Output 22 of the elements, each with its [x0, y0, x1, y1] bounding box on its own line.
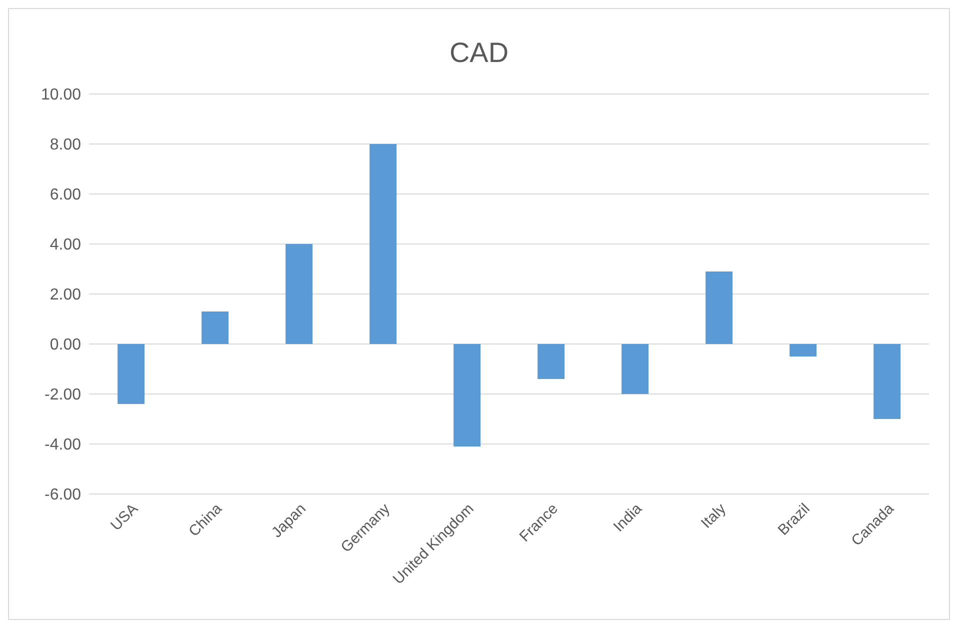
y-tick-label: -6.00 [44, 486, 82, 504]
x-tick-label: Italy [698, 500, 730, 532]
bar [286, 244, 313, 344]
y-tick-label: -2.00 [44, 386, 82, 404]
x-tick-label: USA [108, 500, 142, 534]
bar [370, 144, 397, 344]
y-tick-label: 10.00 [40, 86, 82, 104]
bar [538, 344, 565, 379]
bar [202, 312, 229, 344]
bar [118, 344, 145, 404]
bar [874, 344, 901, 419]
y-tick-label: 4.00 [50, 236, 82, 254]
y-tick-label: 0.00 [50, 336, 82, 354]
bar [622, 344, 649, 394]
bar [706, 272, 733, 344]
y-tick-label: 6.00 [50, 186, 82, 204]
y-tick-label: 2.00 [50, 286, 82, 304]
bar [454, 344, 481, 446]
bar [790, 344, 817, 356]
y-tick-label: -4.00 [44, 436, 82, 454]
chart-title: CAD [448, 37, 510, 69]
y-tick-label: 8.00 [50, 136, 82, 154]
